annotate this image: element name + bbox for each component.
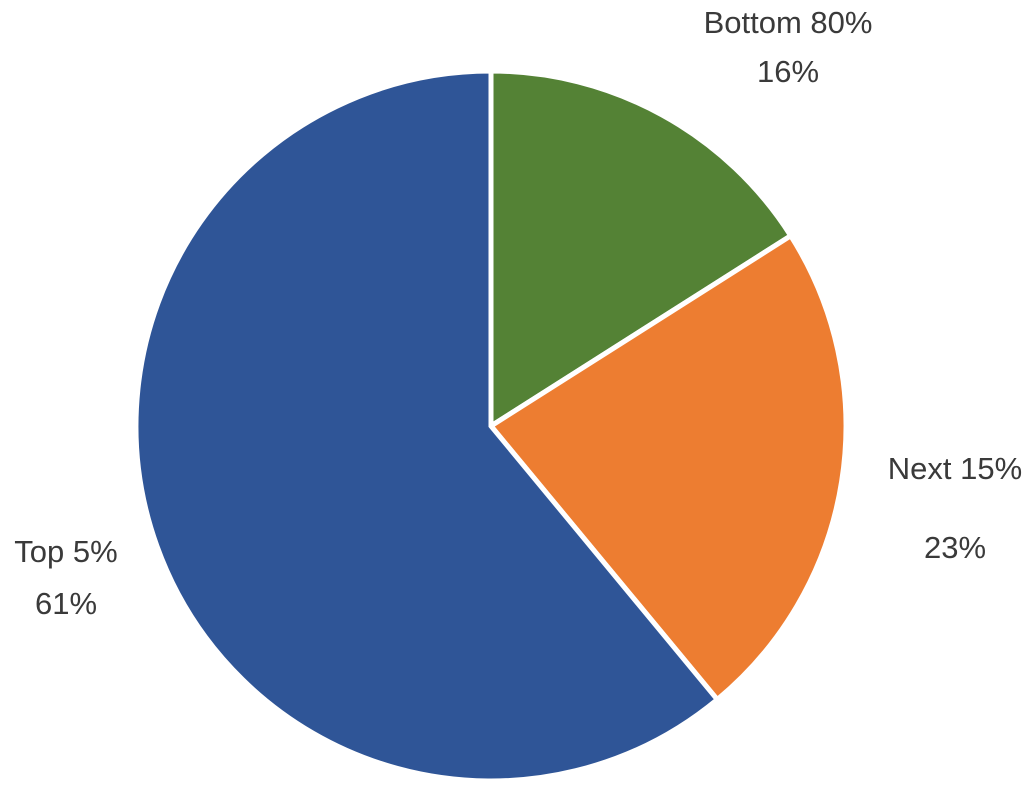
pie-slice-bottom-80 [488, 68, 795, 431]
pie-slice-top-5 [133, 68, 721, 784]
label-next-15-value: 23% [924, 530, 986, 565]
pie-slice-next-15 [487, 232, 849, 704]
label-bottom-80-name: Bottom 80% [704, 5, 873, 40]
label-top-5-name: Top 5% [14, 534, 117, 569]
label-bottom-80-value: 16% [757, 54, 819, 89]
label-top-5-value: 61% [35, 586, 97, 621]
pie-labels: Bottom 80% 16% Next 15% 23% Top 5% 61% [14, 5, 1022, 621]
label-next-15-name: Next 15% [888, 451, 1022, 486]
pie-slices [133, 68, 849, 784]
